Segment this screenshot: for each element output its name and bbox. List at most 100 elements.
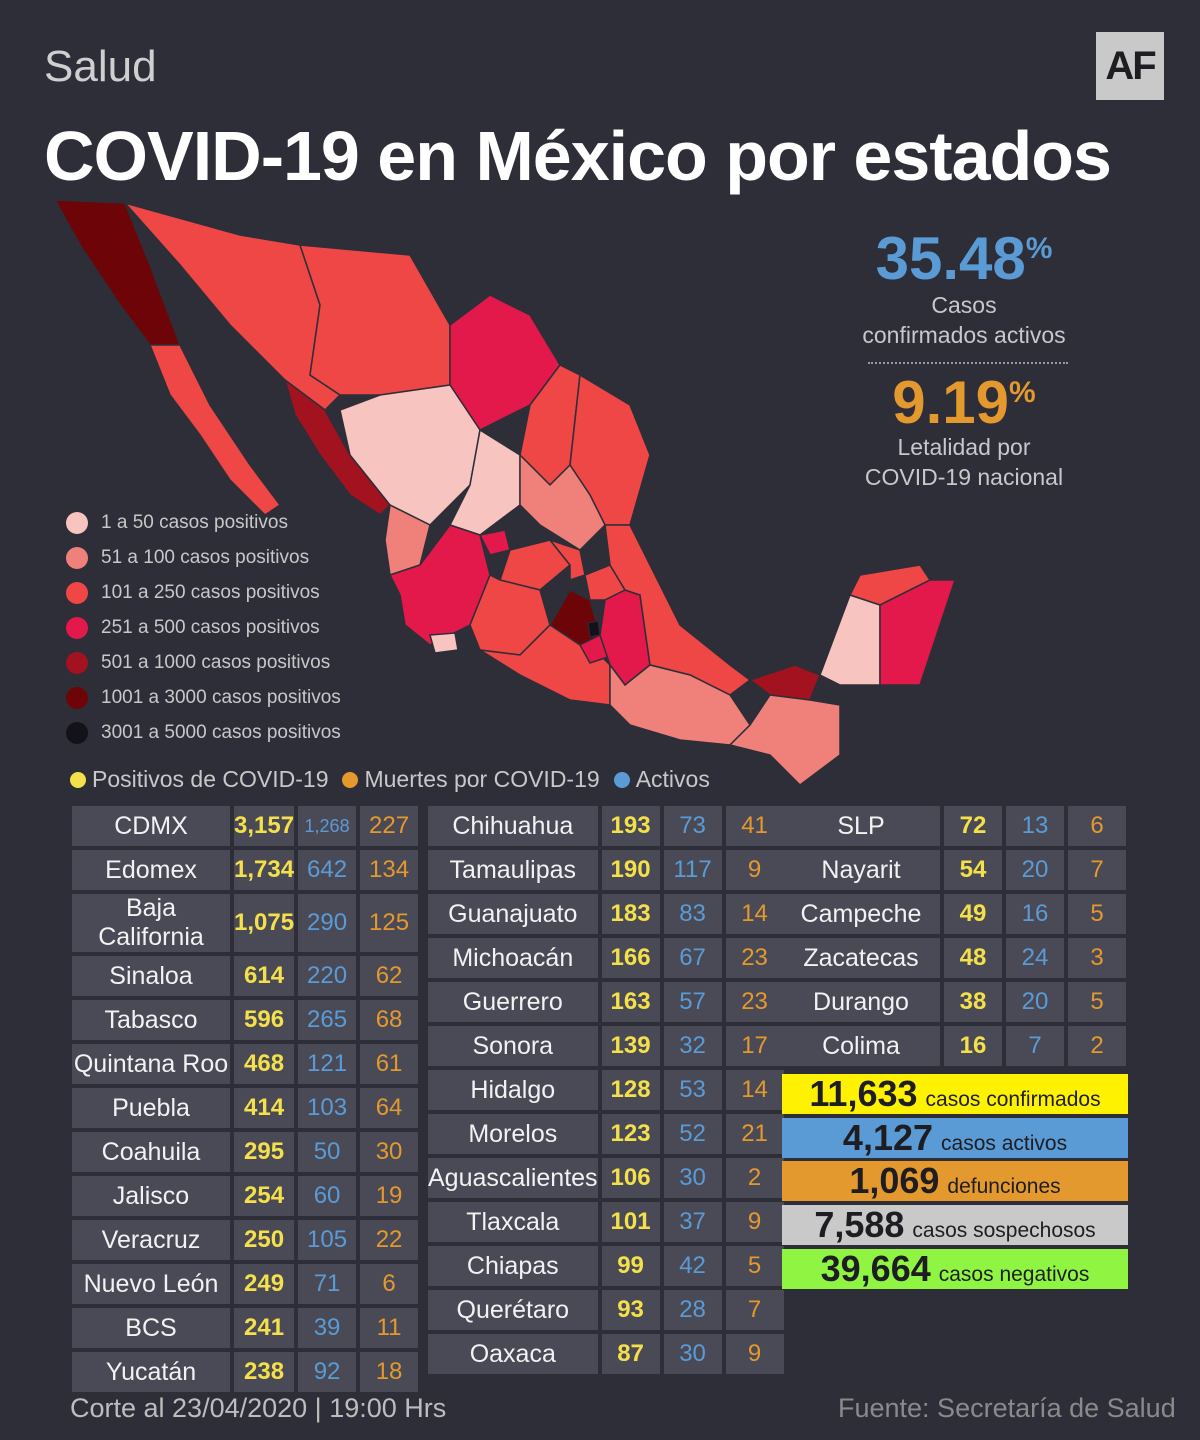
- table-row: Coahuila 295 50 30: [72, 1132, 419, 1172]
- states-table-3: SLP 72 13 6 Nayarit 54 20 7 Campeche 49 16 5 Zacatec…: [778, 802, 1130, 1070]
- positive-count: 3,157: [234, 806, 295, 846]
- table-row: Morelos 123 52 21: [428, 1114, 784, 1154]
- positive-count: 87: [601, 1334, 660, 1374]
- map-state-colima: [429, 632, 459, 654]
- legend-swatch: [66, 546, 88, 569]
- death-count: 21: [725, 1114, 784, 1154]
- legend-label: 501 a 1000 casos positivos: [101, 651, 331, 673]
- map-state-bcs: [148, 344, 282, 516]
- death-count: 5: [1068, 894, 1126, 934]
- positive-count: 99: [601, 1246, 660, 1286]
- table-row: Edomex 1,734 642 134: [72, 850, 419, 890]
- table-row: Chiapas 99 42 5: [428, 1246, 784, 1286]
- state-name: Tabasco: [72, 1000, 230, 1040]
- death-count: 2: [725, 1158, 784, 1198]
- table-row: Campeche 49 16 5: [782, 894, 1126, 934]
- active-count: 7: [1006, 1026, 1064, 1066]
- table-row: CDMX 3,157 1,268 227: [72, 806, 419, 846]
- source: Fuente: Secretaría de Salud: [838, 1393, 1176, 1423]
- map-state-queretaro: [547, 538, 586, 582]
- death-count: 6: [360, 1264, 419, 1304]
- summary-label: casos sospechosos: [912, 1219, 1096, 1242]
- key-dot: [342, 771, 359, 788]
- active-count: 52: [663, 1114, 722, 1154]
- table-row: Tabasco 596 265 68: [72, 1000, 419, 1040]
- table-row: Durango 38 20 5: [782, 982, 1126, 1022]
- active-count: 30: [663, 1334, 722, 1374]
- active-count: 73: [663, 806, 722, 846]
- legend-item: 3001 a 5000 casos positivos: [66, 715, 341, 750]
- summary-label: casos negativos: [938, 1263, 1090, 1286]
- positive-count: 468: [234, 1044, 295, 1084]
- death-count: 19: [360, 1176, 419, 1216]
- state-name: Chiapas: [428, 1246, 598, 1286]
- table-row: Guanajuato 183 83 14: [428, 894, 784, 934]
- death-count: 3: [1068, 938, 1126, 978]
- map-state-tabasco: [748, 664, 821, 701]
- active-count: 71: [298, 1264, 357, 1304]
- lethality-label-1: Letalidad por: [897, 434, 1031, 460]
- state-name: Colima: [782, 1026, 940, 1066]
- page-title: COVID-19 en México por estados: [44, 117, 1112, 195]
- state-name: CDMX: [72, 806, 230, 846]
- key-item: Activos: [613, 766, 710, 793]
- lethality-percent-sign: %: [1009, 376, 1036, 409]
- map-legend: 1 a 50 casos positivos 51 a 100 casos pos…: [66, 505, 341, 750]
- table-row: Baja California 1,075 290 125: [72, 894, 419, 952]
- active-percent: 35.48%: [834, 224, 1094, 293]
- table-row: BCS 241 39 11: [72, 1308, 419, 1348]
- state-name: BCS: [72, 1308, 230, 1348]
- state-name: Tamaulipas: [428, 850, 598, 890]
- state-name: Oaxaca: [428, 1334, 598, 1374]
- section-label: Salud: [44, 42, 157, 91]
- states-table-2: Chihuahua 193 73 41 Tamaulipas 190 117 9 Guanaju…: [424, 802, 788, 1378]
- active-count: 220: [298, 956, 357, 996]
- death-count: 30: [360, 1132, 419, 1172]
- death-count: 2: [1068, 1026, 1126, 1066]
- active-count: 121: [298, 1044, 357, 1084]
- state-name: Nuevo León: [72, 1264, 230, 1304]
- table-row: Querétaro 93 28 7: [428, 1290, 784, 1330]
- legend-label: 1001 a 3000 casos positivos: [101, 686, 341, 708]
- state-name: Yucatán: [72, 1352, 230, 1392]
- death-count: 22: [360, 1220, 419, 1260]
- active-count: 290: [298, 894, 357, 952]
- table-row: Nuevo León 249 71 6: [72, 1264, 419, 1304]
- state-name: Zacatecas: [782, 938, 940, 978]
- state-name: Puebla: [72, 1088, 230, 1128]
- positive-count: 49: [944, 894, 1002, 934]
- positive-count: 163: [601, 982, 660, 1022]
- active-count: 1,268: [298, 806, 357, 846]
- state-name: Guerrero: [428, 982, 598, 1022]
- summary-box: 39,664 casos negativos: [782, 1249, 1128, 1289]
- death-count: 125: [360, 894, 419, 952]
- table-row: Colima 16 7 2: [782, 1026, 1126, 1066]
- active-percent-sign: %: [1025, 232, 1053, 265]
- summary-value: 4,127: [842, 1117, 934, 1158]
- summary-box: 7,588 casos sospechosos: [782, 1205, 1128, 1245]
- summary-label: casos confirmados: [925, 1088, 1101, 1111]
- death-count: 23: [725, 938, 784, 978]
- active-count: 28: [663, 1290, 722, 1330]
- map-state-campeche: [819, 594, 881, 686]
- state-name: Tlaxcala: [428, 1202, 598, 1242]
- active-count: 92: [298, 1352, 357, 1392]
- summary-value: 1,069: [849, 1160, 940, 1201]
- death-count: 9: [725, 1202, 784, 1242]
- active-percent-value: 35.48: [875, 225, 1026, 292]
- active-percent-label-2: confirmados activos: [862, 322, 1066, 348]
- active-count: 50: [298, 1132, 357, 1172]
- map-state-yucatan: [848, 564, 932, 606]
- state-name: Campeche: [782, 894, 940, 934]
- death-count: 64: [360, 1088, 419, 1128]
- state-name: SLP: [782, 806, 940, 846]
- table-row: Guerrero 163 57 23: [428, 982, 784, 1022]
- positive-count: 596: [234, 1000, 295, 1040]
- death-count: 5: [725, 1246, 784, 1286]
- state-name: Veracruz: [72, 1220, 230, 1260]
- active-count: 53: [663, 1070, 722, 1110]
- legend-swatch: [66, 686, 88, 709]
- table-row: Hidalgo 128 53 14: [428, 1070, 784, 1110]
- state-name: Sinaloa: [72, 956, 230, 996]
- positive-count: 72: [944, 806, 1002, 846]
